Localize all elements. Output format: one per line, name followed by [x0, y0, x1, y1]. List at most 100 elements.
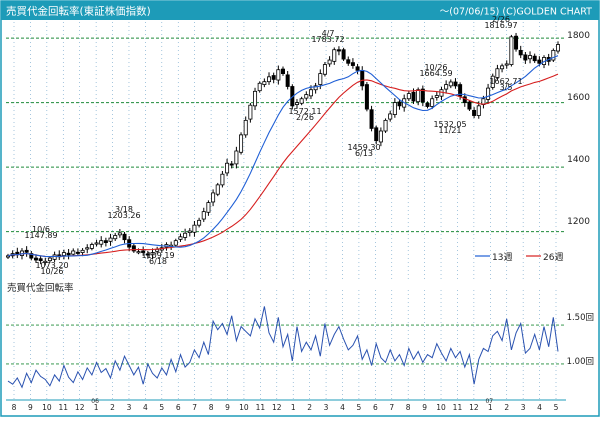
- sub-chart-title: 売買代金回転率: [7, 282, 74, 294]
- annotation-label: 3/18: [115, 205, 133, 214]
- x-tick-label: 6: [176, 403, 181, 412]
- x-tick-label: 8: [12, 403, 17, 412]
- annotation-label: 6/18: [149, 257, 167, 266]
- candle-body: [103, 240, 108, 243]
- candle-body: [248, 104, 253, 120]
- candle-body: [234, 150, 239, 165]
- candle-body: [346, 59, 351, 64]
- annotation-label: 1572.11: [288, 107, 321, 116]
- candle-body: [271, 75, 276, 80]
- candle-body: [556, 44, 561, 52]
- x-tick-label: 5: [159, 403, 164, 412]
- x-tick-label: 10: [239, 403, 249, 412]
- candle-body: [38, 258, 43, 262]
- candlestick-series: [6, 32, 561, 266]
- main-grid: [6, 22, 566, 280]
- x-tick-label: 8: [209, 403, 214, 412]
- x-tick-label: 5: [554, 403, 559, 412]
- candle-body: [108, 237, 113, 242]
- candle-body: [411, 91, 416, 102]
- candle-body: [141, 250, 146, 253]
- x-tick-label: 1: [94, 403, 99, 412]
- x-tick-label: 11: [453, 403, 463, 412]
- x-year-label: 07: [485, 398, 493, 405]
- candle-body: [378, 130, 383, 143]
- candle-body: [24, 249, 29, 253]
- candle-body: [369, 109, 374, 129]
- x-tick-label: 2: [110, 403, 115, 412]
- candle-body: [71, 250, 76, 255]
- x-tick-label: 3: [324, 403, 329, 412]
- candle-body: [294, 102, 299, 105]
- x-tick-label: 8: [406, 403, 411, 412]
- candle-body: [6, 255, 11, 258]
- candle-body: [229, 163, 234, 166]
- candle-body: [220, 173, 225, 186]
- candle-body: [509, 36, 514, 65]
- y-tick-label: 1600: [567, 93, 590, 103]
- candle-body: [364, 84, 369, 110]
- annotation-label: 10/26: [40, 267, 63, 276]
- candle-body: [85, 247, 90, 250]
- title-bar: [1, 1, 599, 20]
- candle-body: [537, 59, 542, 64]
- candle-body: [243, 119, 248, 136]
- x-tick-label: 11: [256, 403, 266, 412]
- candle-body: [33, 257, 38, 261]
- candle-body: [206, 202, 211, 213]
- candle-body: [514, 35, 519, 50]
- x-tick-label: 4: [143, 403, 148, 412]
- candle-body: [197, 219, 202, 226]
- candle-body: [43, 260, 48, 263]
- annotation-label: 1109.19: [141, 251, 174, 260]
- annotation-label: 1203.26: [107, 211, 140, 220]
- annotation-label: 1816.97: [484, 21, 517, 30]
- annotation-label: 10/6: [32, 225, 50, 234]
- candle-body: [500, 65, 505, 70]
- candle-body: [225, 162, 230, 174]
- candle-body: [420, 88, 425, 103]
- candle-body: [341, 49, 346, 60]
- candle-body: [285, 74, 290, 87]
- candle-body: [253, 90, 258, 107]
- x-tick-label: 5: [357, 403, 362, 412]
- candle-body: [350, 62, 355, 66]
- y-tick-label: 1200: [567, 217, 590, 227]
- x-tick-label: 12: [272, 403, 282, 412]
- candle-body: [173, 240, 178, 246]
- candle-body: [318, 73, 323, 85]
- candle-body: [392, 102, 397, 115]
- candle-body: [374, 127, 379, 142]
- x-tick-label: 9: [28, 403, 33, 412]
- x-tick-label: 1: [291, 403, 296, 412]
- candle-body: [150, 252, 155, 256]
- candle-body: [47, 257, 52, 262]
- candle-body: [495, 68, 500, 78]
- candle-body: [113, 235, 118, 240]
- annotation-label: 1662.71: [489, 77, 522, 86]
- candle-body: [327, 59, 332, 65]
- candle-body: [322, 64, 327, 75]
- candle-body: [183, 232, 188, 238]
- candle-body: [439, 89, 444, 97]
- candle-body: [518, 49, 523, 56]
- x-tick-label: 12: [469, 403, 479, 412]
- legend-ma26-label: 26週: [543, 252, 563, 263]
- candle-body: [52, 254, 57, 260]
- candle-body: [280, 68, 285, 74]
- candle-body: [61, 252, 66, 256]
- y-tick-label: 1800: [567, 31, 590, 41]
- annotation-label: 3/5: [500, 83, 513, 92]
- candle-body: [425, 102, 430, 107]
- chart-credit: 〜(07/06/15) (C)GOLDEN CHART: [440, 7, 592, 18]
- annotation-label: 1783.72: [311, 35, 344, 44]
- x-year-label: 06: [91, 398, 99, 405]
- x-axis: 8 9 10 11 12 1 2 3 4 5 6 7 8 9 10 11 12 1 2 3 4 5 6 7 8 9 10 11 12 1 2…: [12, 398, 559, 412]
- annotation-label: 2/26: [492, 15, 510, 24]
- x-tick-label: 1: [488, 403, 493, 412]
- ma-13-line: [7, 55, 559, 258]
- candle-body: [122, 233, 127, 241]
- annotation-label: 1532.05: [433, 120, 466, 129]
- candle-body: [80, 249, 85, 253]
